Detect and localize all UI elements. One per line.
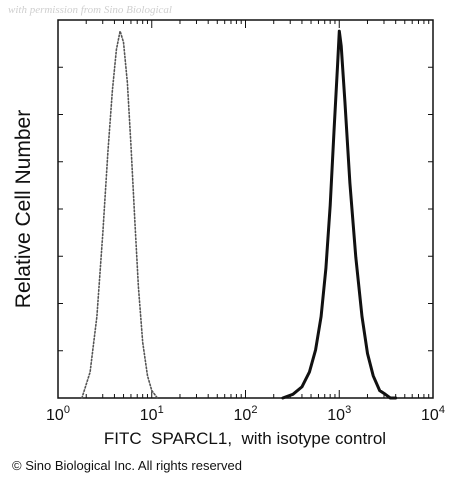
x-tick-label-base: 10 bbox=[46, 407, 64, 424]
watermark-text: with permission from Sino Biological bbox=[8, 4, 172, 16]
histogram-series bbox=[81, 29, 398, 400]
sparcl1-series-line bbox=[281, 29, 398, 400]
x-tick-label-base: 10 bbox=[327, 407, 345, 424]
x-tick-label: 101 bbox=[140, 404, 164, 424]
y-axis-label: Relative Cell Number bbox=[12, 110, 35, 308]
x-axis-label: FITC SPARCL1, with isotype control bbox=[104, 429, 386, 448]
x-tick-label-exponent: 1 bbox=[158, 404, 164, 416]
x-tick-label-exponent: 0 bbox=[64, 404, 70, 416]
x-tick-label-base: 10 bbox=[234, 407, 252, 424]
x-tick-label: 100 bbox=[46, 404, 70, 424]
x-tick-label-base: 10 bbox=[421, 407, 439, 424]
x-tick-label-exponent: 2 bbox=[251, 404, 257, 416]
isotype-control-series-line bbox=[81, 30, 159, 399]
x-tick-label: 104 bbox=[421, 404, 445, 424]
x-tick-label: 103 bbox=[327, 404, 351, 424]
x-tick-label-exponent: 3 bbox=[345, 404, 351, 416]
x-axis-tick-labels: 100 101 102 103 104 bbox=[46, 404, 445, 424]
x-tick-label-base: 10 bbox=[140, 407, 158, 424]
x-tick-label-exponent: 4 bbox=[439, 404, 445, 416]
y-axis-ticks bbox=[58, 66, 433, 352]
x-tick-label: 102 bbox=[234, 404, 258, 424]
copyright-notice: © Sino Biological Inc. All rights reserv… bbox=[12, 458, 242, 473]
